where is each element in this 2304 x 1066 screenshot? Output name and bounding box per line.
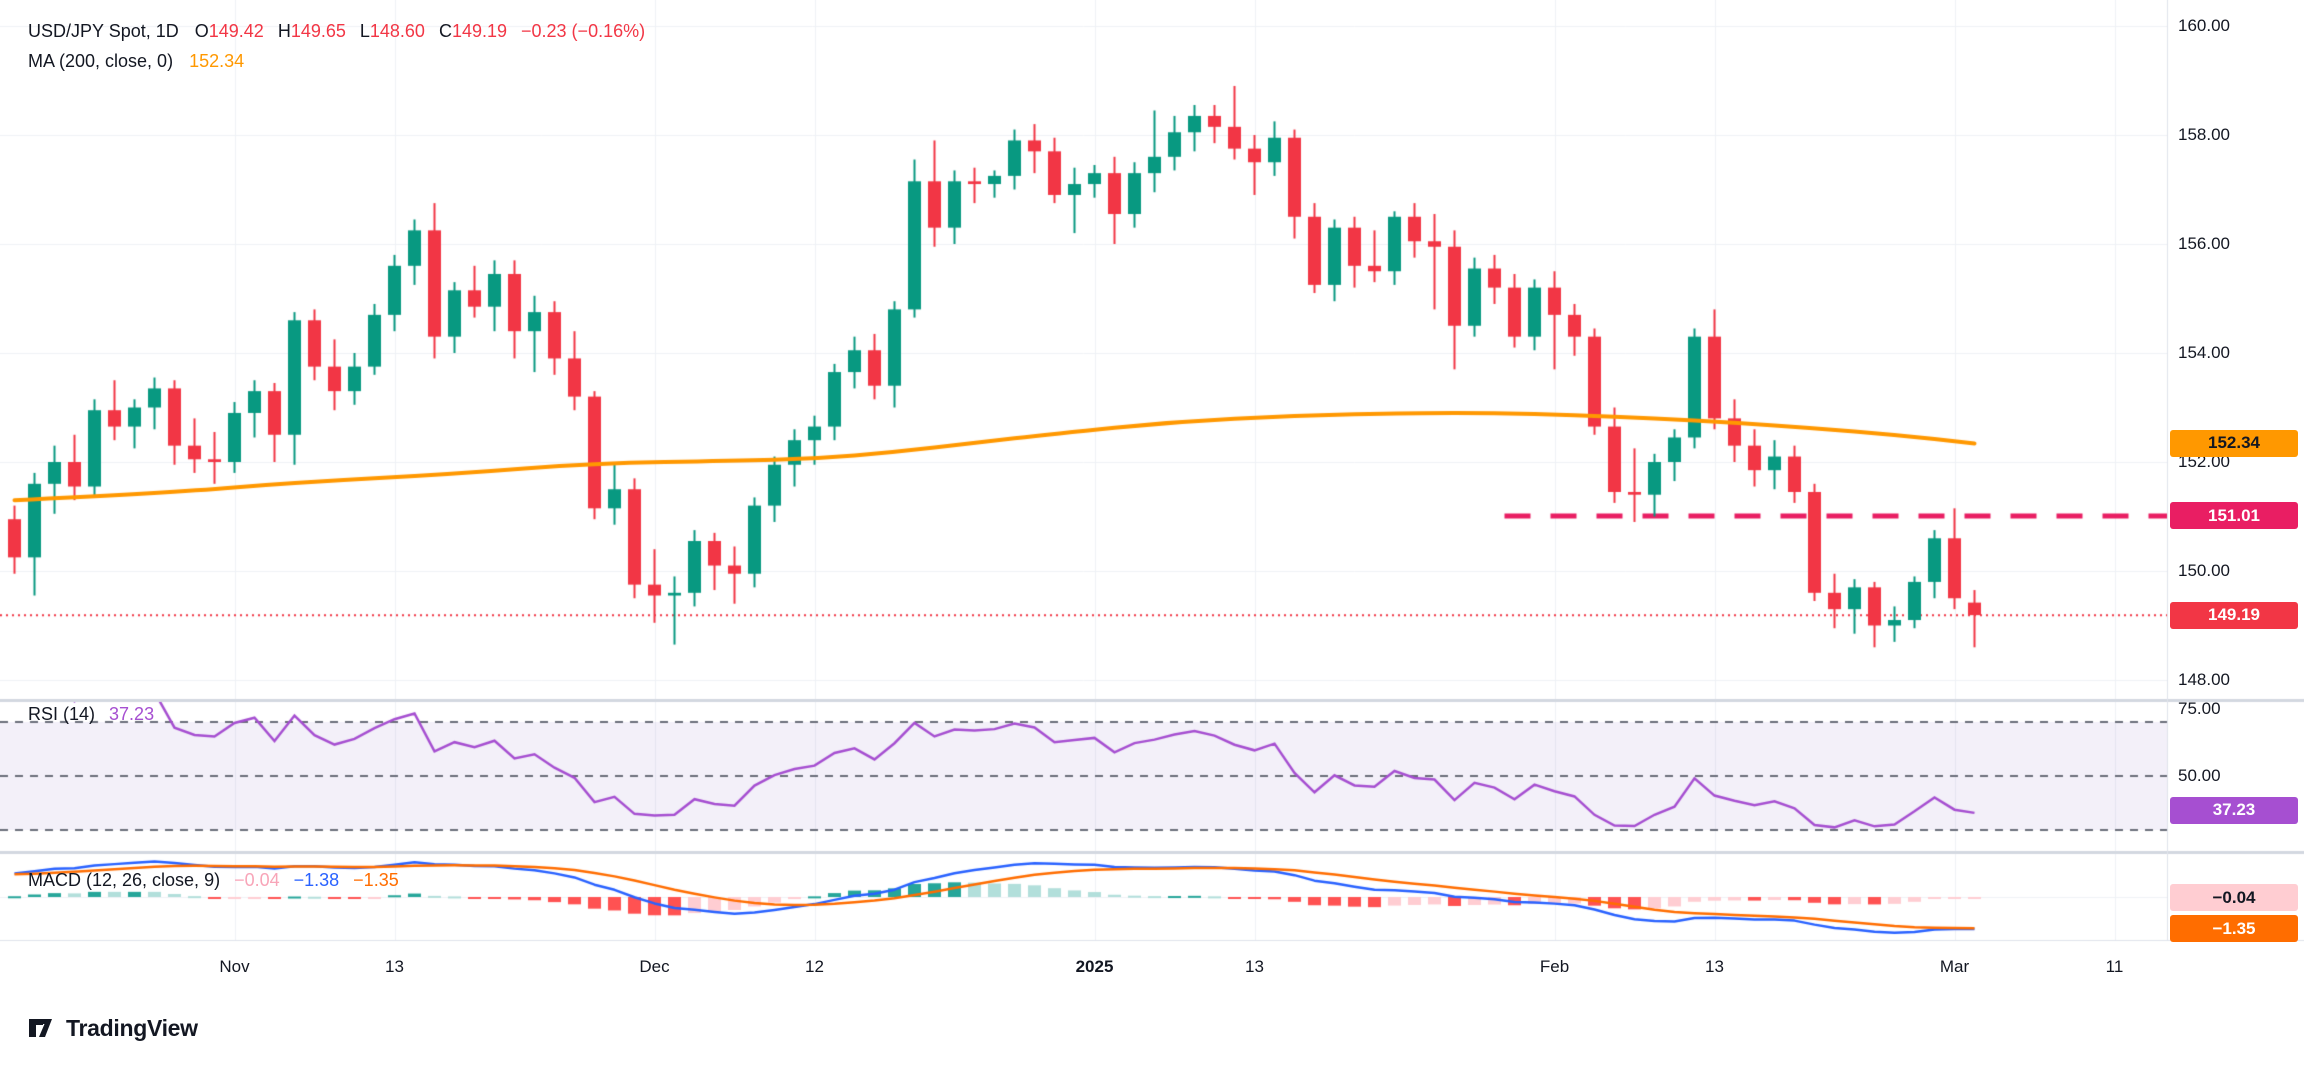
price-axis-label: 148.00: [2178, 670, 2230, 689]
ma-value-badge: 152.34: [2170, 429, 2298, 457]
ohlc-value-O: 149.42: [208, 21, 264, 41]
time-axis-label: 11: [2105, 957, 2124, 976]
ohlc-value-C: 149.19: [451, 21, 508, 41]
time-axis-label: Dec: [639, 957, 670, 976]
price-axis-label: 150.00: [2178, 561, 2230, 580]
close-value-badge: 149.19: [2170, 601, 2298, 629]
chart-legend: USD/JPY Spot, 1D O149.42 H149.65 L148.60 C14…: [28, 16, 645, 76]
rsi-indicator-label: RSI (14): [28, 704, 96, 724]
ohlc-key-L: L: [359, 21, 370, 41]
time-axis-label: 13: [1245, 957, 1264, 976]
price-axis-label: 158.00: [2178, 125, 2230, 144]
ma-legend-row[interactable]: MA (200, close, 0) 152.34: [28, 46, 645, 76]
time-axis-label: Feb: [1539, 957, 1570, 976]
price-axis-label: 156.00: [2178, 234, 2230, 253]
macd-signal-value: −1.35: [353, 870, 399, 890]
rsi-legend-row[interactable]: RSI (14) 37.23: [28, 704, 168, 725]
change-value: −0.23 (−0.16%): [521, 21, 646, 41]
price-axis-label: 154.00: [2178, 343, 2230, 362]
ma-indicator-label: MA (200, close, 0): [28, 51, 174, 71]
ohlc-key-C: C: [438, 21, 452, 41]
time-axis-label: Mar: [1939, 957, 1970, 976]
time-axis-label: 13: [385, 957, 404, 976]
time-axis-label: 13: [1705, 957, 1724, 976]
rsi-axis-label: 75.00: [2178, 698, 2221, 718]
rsi-value-badge: 37.23: [2170, 796, 2298, 824]
symbol-legend-row[interactable]: USD/JPY Spot, 1D O149.42 H149.65 L148.60 C14…: [28, 16, 645, 46]
ohlc-value-L: 148.60: [369, 21, 425, 41]
ohlc-key-O: O: [194, 21, 209, 41]
ohlc-value-H: 149.65: [290, 21, 346, 41]
time-axis-label: Nov: [219, 957, 250, 976]
macd-legend-row[interactable]: MACD (12, 26, close, 9) −0.04 −1.38 −1.35: [28, 870, 413, 891]
tradingview-logo[interactable]: TradingView: [28, 1014, 198, 1042]
ma-indicator-value: 152.34: [189, 51, 245, 71]
macd-hist-value: −0.04: [234, 870, 280, 890]
tradingview-logo-icon: [29, 1019, 52, 1037]
macd-indicator-label: MACD (12, 26, close, 9): [28, 870, 221, 890]
time-axis-label: 2025: [1075, 957, 1114, 976]
macd-value-badge-0: −0.04: [2170, 884, 2298, 912]
time-axis-label: 12: [805, 957, 824, 976]
level-value-badge: 151.01: [2170, 502, 2298, 530]
macd-value-badge-1: −1.35: [2170, 915, 2298, 943]
ohlc-values: O149.42 H149.65 L148.60 C149.19: [195, 21, 521, 41]
ohlc-key-H: H: [277, 21, 291, 41]
symbol-title: USD/JPY Spot, 1D: [28, 21, 179, 41]
tradingview-logo-text: TradingView: [66, 1014, 198, 1041]
macd-line-value: −1.38: [293, 870, 340, 890]
rsi-axis-label: 50.00: [2178, 766, 2221, 785]
rsi-indicator-value: 37.23: [109, 704, 155, 724]
price-axis-label: 160.00: [2178, 16, 2230, 35]
